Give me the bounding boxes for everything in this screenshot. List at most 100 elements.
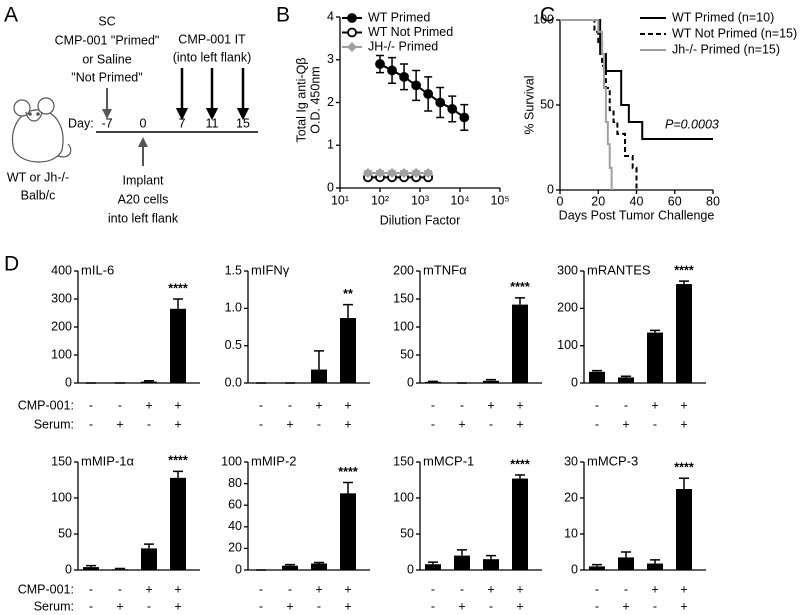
bar — [425, 381, 441, 383]
bar — [483, 380, 499, 383]
y-tick-label: 150 — [393, 291, 414, 305]
condition-sign: - — [288, 398, 292, 412]
condition-sign: - — [595, 417, 599, 431]
day-label: Day: — [68, 116, 94, 130]
error-bar — [285, 563, 295, 566]
y-tick-label: 300 — [51, 291, 72, 305]
legend-label: JH-/- Primed — [368, 39, 438, 53]
condition-sign: - — [595, 582, 599, 596]
error-bar — [144, 543, 154, 549]
condition-sign: - — [317, 417, 321, 431]
condition-sign: - — [317, 599, 321, 613]
x-tick-label: 60 — [668, 194, 682, 208]
condition-sign: - — [259, 398, 263, 412]
significance: ** — [343, 287, 353, 301]
condition-sign: + — [622, 417, 629, 431]
data-point — [399, 71, 409, 82]
data-point — [459, 112, 470, 123]
condition-sign: + — [174, 582, 181, 596]
condition-sign: - — [431, 599, 435, 613]
condition-sign: - — [460, 582, 464, 596]
significance: **** — [674, 263, 694, 277]
y-tick-label: 30 — [564, 454, 578, 468]
significance: **** — [338, 465, 358, 479]
bar — [170, 308, 186, 383]
data-point — [375, 168, 385, 179]
data-point — [435, 97, 446, 108]
bar — [141, 381, 157, 383]
condition-sign: + — [145, 398, 152, 412]
x-tick-label: 0 — [557, 194, 564, 208]
bar — [589, 566, 605, 570]
y-tick-label: 2 — [327, 95, 334, 109]
bar — [340, 318, 356, 383]
condition-sign: - — [259, 582, 263, 596]
legend-marker — [347, 27, 357, 38]
condition-sign: - — [431, 398, 435, 412]
y-axis-label: Total Ig anti-Qβ — [294, 57, 308, 142]
error-bar — [144, 380, 154, 382]
error-bar — [650, 329, 660, 333]
bar — [340, 493, 356, 570]
bar — [311, 563, 327, 570]
day: 0 — [140, 116, 147, 130]
y-tick-label: 40 — [228, 519, 242, 533]
survival-curve — [560, 19, 713, 140]
error-bar — [679, 280, 689, 285]
error-bar — [679, 477, 689, 489]
error-bar — [86, 564, 96, 568]
y-tick-label: 20 — [564, 490, 578, 504]
diagram-text: WT or Jh-/- — [7, 170, 69, 184]
condition-sign: - — [431, 582, 435, 596]
bar — [112, 569, 128, 570]
mouse-icon — [11, 97, 72, 163]
condition-sign: + — [680, 417, 687, 431]
error-bar — [428, 561, 438, 565]
day: 15 — [236, 116, 250, 130]
error-bar — [343, 481, 353, 494]
y-tick-label: 200 — [557, 301, 578, 315]
error-bar — [428, 380, 438, 383]
bar — [647, 563, 663, 570]
condition-sign: + — [458, 599, 465, 613]
condition-sign: - — [89, 599, 93, 613]
condition-sign: + — [458, 417, 465, 431]
condition-sign: + — [651, 582, 658, 596]
condition-label: Serum: — [34, 599, 74, 613]
bar — [589, 371, 605, 383]
condition-sign: + — [315, 582, 322, 596]
diagram-text: Implant — [123, 173, 165, 187]
y-tick-label: 200 — [51, 319, 72, 333]
error-bar — [650, 559, 660, 564]
legend-label: Jh-/- Primed (n=15) — [672, 42, 780, 56]
bar — [311, 369, 327, 383]
y-tick-label: 150 — [393, 454, 414, 468]
y-tick-label: 300 — [557, 263, 578, 277]
chart-title: mTNFα — [423, 262, 467, 277]
error-bar — [592, 563, 602, 567]
condition-sign: + — [286, 599, 293, 613]
diagram-text: A20 cells — [118, 192, 169, 206]
error-bar — [515, 474, 525, 479]
condition-sign: - — [147, 417, 151, 431]
condition-sign: + — [116, 417, 123, 431]
condition-sign: + — [651, 398, 658, 412]
error-bar — [343, 303, 353, 319]
diagram-text: into left flank — [108, 211, 179, 225]
y-tick-label: 60 — [228, 497, 242, 511]
bar — [454, 555, 470, 570]
bar — [618, 557, 634, 570]
y-tick-label: 0 — [327, 180, 334, 194]
error-bar — [314, 350, 324, 370]
condition-sign: - — [118, 398, 122, 412]
condition-sign: - — [288, 582, 292, 596]
y-tick-label: 0 — [65, 375, 72, 389]
significance: **** — [168, 281, 188, 295]
condition-sign: + — [174, 599, 181, 613]
day: 11 — [206, 116, 219, 130]
y-tick-label: 0 — [65, 562, 72, 576]
y-tick-label: 4 — [327, 9, 334, 23]
diagram-text: or Saline — [82, 52, 131, 66]
condition-sign: + — [145, 582, 152, 596]
